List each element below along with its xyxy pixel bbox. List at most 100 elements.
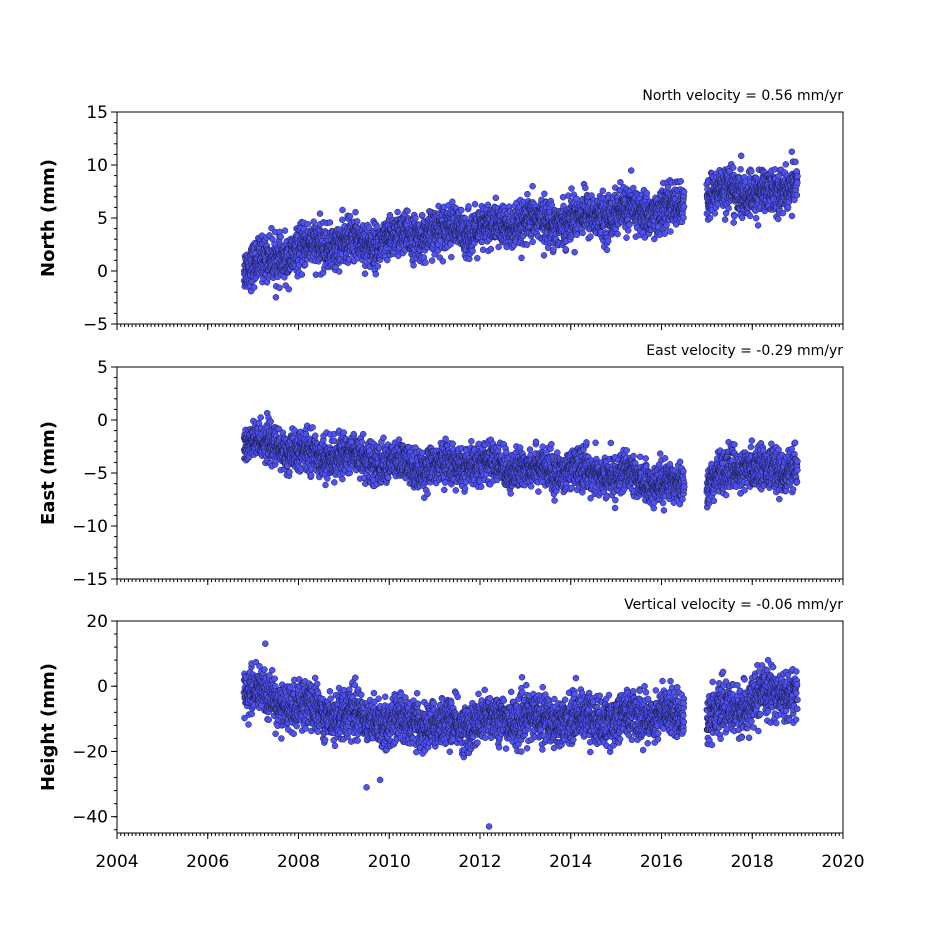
data-point xyxy=(310,218,317,225)
data-point xyxy=(661,230,669,237)
data-point xyxy=(268,224,275,232)
data-point xyxy=(372,270,380,278)
data-point xyxy=(754,222,762,229)
y-axis-label: East (mm) xyxy=(38,421,59,525)
data-point xyxy=(339,216,346,224)
data-point xyxy=(326,219,334,226)
y-tick-label: 5 xyxy=(97,209,108,229)
data-point xyxy=(466,255,473,263)
data-point xyxy=(335,268,343,275)
data-point xyxy=(587,233,594,240)
data-point xyxy=(706,214,714,222)
data-point xyxy=(495,243,502,251)
data-point xyxy=(792,158,799,166)
data-point xyxy=(439,258,447,265)
data-point xyxy=(680,188,688,196)
data-point xyxy=(523,241,531,248)
data-point xyxy=(465,203,472,210)
data-point xyxy=(298,271,306,278)
data-point xyxy=(541,190,548,198)
y-axis-label: North (mm) xyxy=(38,159,59,277)
y-tick-label: 0 xyxy=(97,262,108,282)
data-point xyxy=(721,216,729,223)
data-point xyxy=(524,190,531,198)
data-point xyxy=(374,263,382,270)
data-point xyxy=(257,414,264,421)
data-point xyxy=(307,472,315,479)
data-point xyxy=(748,168,755,175)
data-point xyxy=(492,194,500,202)
data-point xyxy=(281,274,288,281)
data-point xyxy=(730,219,737,226)
data-point xyxy=(599,187,607,195)
data-point xyxy=(361,270,369,277)
data-point xyxy=(540,252,548,259)
data-point xyxy=(267,418,274,425)
data-point xyxy=(604,237,612,245)
data-point xyxy=(564,192,572,199)
data-point xyxy=(301,261,309,269)
data-point xyxy=(358,439,366,446)
velocity-label: North velocity = 0.56 mm/yr xyxy=(642,88,843,104)
data-point xyxy=(410,262,417,269)
data-point xyxy=(412,214,419,222)
data-point xyxy=(582,184,589,192)
data-point xyxy=(731,212,738,220)
data-point xyxy=(550,246,557,253)
data-point xyxy=(794,179,801,186)
data-point xyxy=(793,191,801,199)
data-point xyxy=(677,178,684,185)
data-point xyxy=(729,164,737,171)
data-point xyxy=(518,254,525,262)
data-point xyxy=(331,479,338,486)
data-point xyxy=(737,152,745,160)
data-point xyxy=(469,247,476,255)
data-point xyxy=(603,246,611,254)
data-point xyxy=(571,248,578,256)
data-point xyxy=(309,424,316,431)
data-point xyxy=(614,230,621,238)
data-point xyxy=(711,210,719,217)
data-point xyxy=(737,166,744,173)
data-point xyxy=(352,208,359,216)
data-point xyxy=(404,207,411,215)
data-point xyxy=(623,234,630,241)
data-point xyxy=(276,284,283,292)
data-point xyxy=(346,213,354,220)
data-point xyxy=(285,285,293,293)
data-point xyxy=(624,227,632,234)
data-point xyxy=(752,214,760,222)
data-point xyxy=(458,206,465,214)
y-tick-label: 15 xyxy=(86,103,108,123)
data-point xyxy=(350,430,357,438)
data-point xyxy=(286,468,293,476)
data-point xyxy=(428,257,436,264)
data-point xyxy=(384,256,391,264)
data-point xyxy=(794,172,801,180)
data-point xyxy=(340,429,347,436)
data-point xyxy=(746,212,754,220)
data-point xyxy=(322,481,329,489)
data-point xyxy=(630,184,637,192)
data-point xyxy=(775,172,782,180)
data-point xyxy=(573,195,580,203)
data-point xyxy=(353,218,361,225)
data-point xyxy=(774,215,782,223)
data-point xyxy=(250,284,258,291)
data-point xyxy=(471,200,479,208)
data-point xyxy=(418,211,426,219)
data-point xyxy=(782,161,790,168)
data-point xyxy=(304,220,311,228)
data-point xyxy=(680,214,687,222)
data-point xyxy=(277,233,284,241)
data-point xyxy=(568,185,575,192)
data-point xyxy=(339,206,346,214)
data-point xyxy=(788,148,796,155)
data-point xyxy=(579,229,586,237)
data-point xyxy=(448,253,455,261)
y-tick-label: 10 xyxy=(86,156,108,176)
data-point xyxy=(484,201,492,209)
data-point xyxy=(312,432,319,439)
data-point xyxy=(667,228,674,235)
